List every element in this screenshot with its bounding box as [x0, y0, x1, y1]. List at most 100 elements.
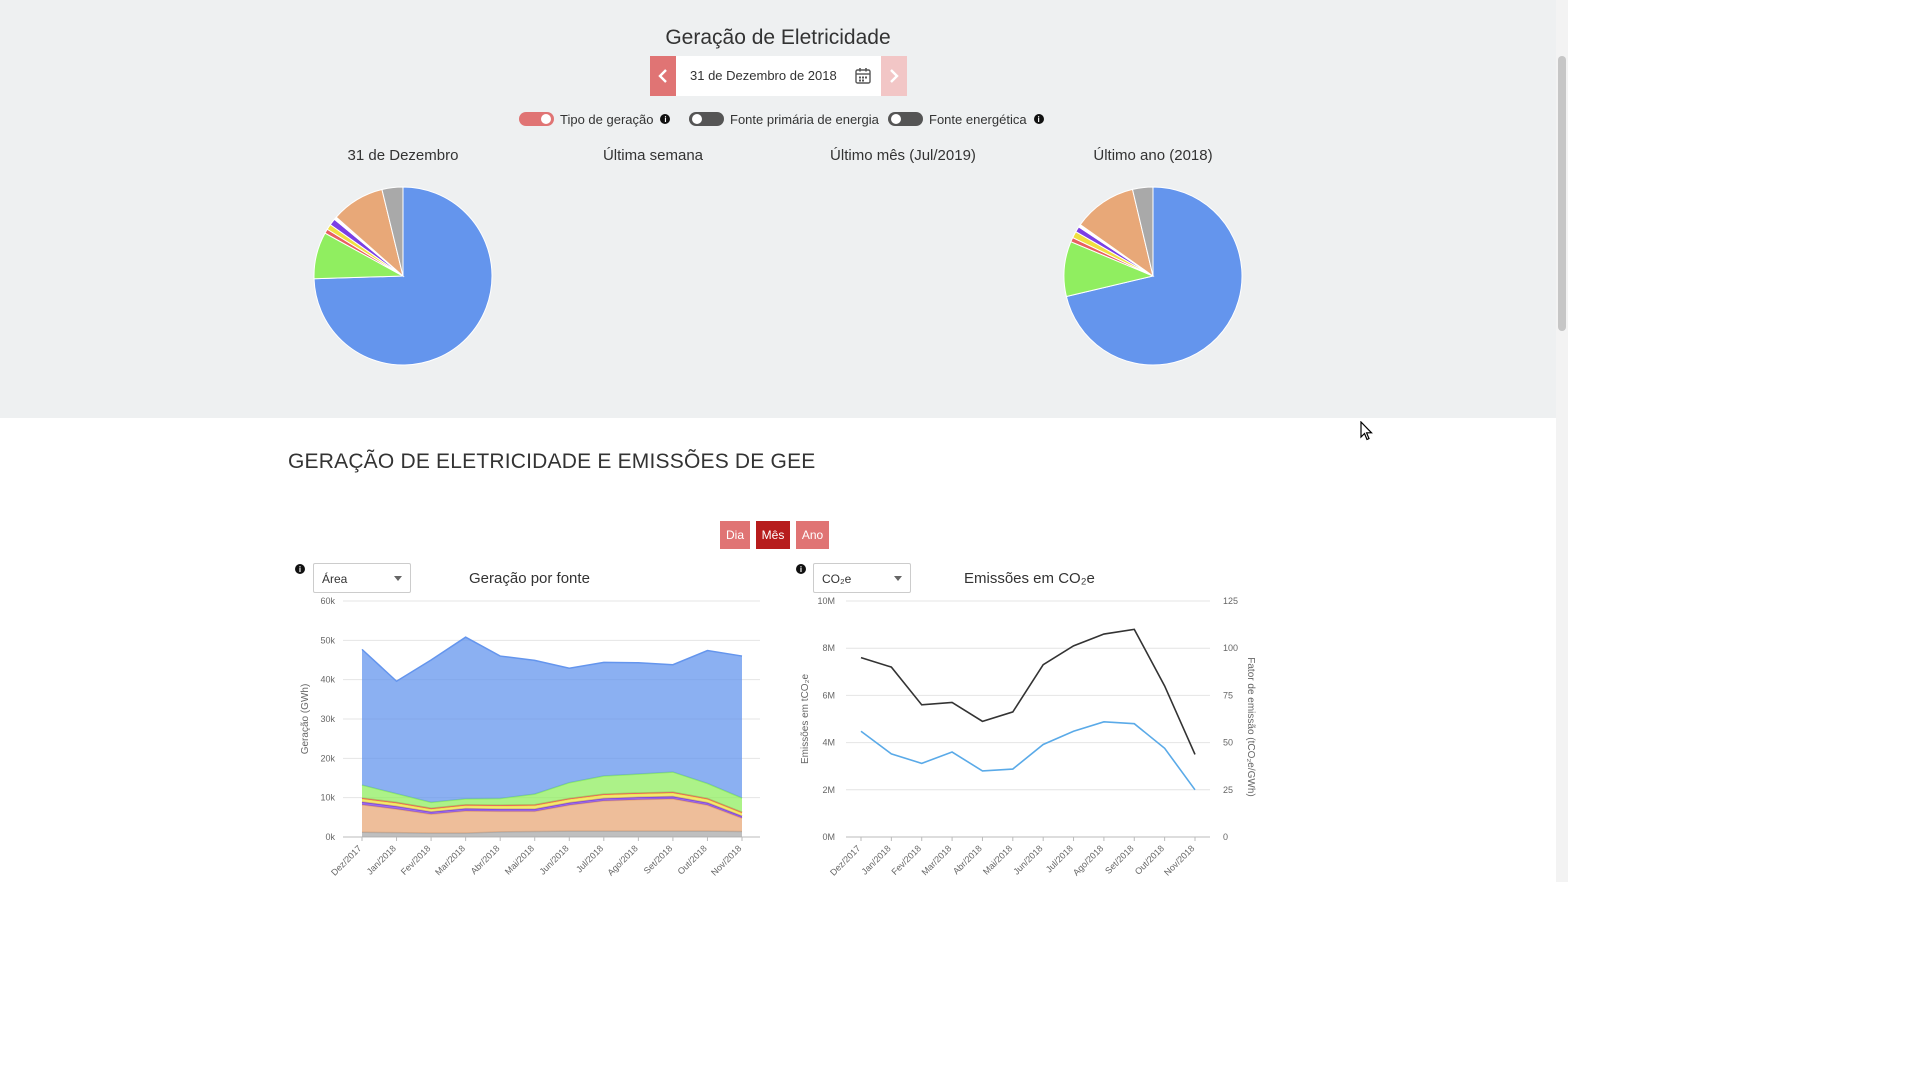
- pie-chart-day: [313, 186, 493, 366]
- y-tick-label: 0k: [325, 832, 335, 842]
- y-tick-label: 50k: [320, 635, 335, 645]
- y2-tick-label: 100: [1223, 643, 1238, 653]
- x-tick-label: Abr/2018: [951, 843, 984, 876]
- previous-date-button[interactable]: [650, 56, 676, 96]
- toggle-energy-source[interactable]: Fonte energética i: [888, 110, 1044, 128]
- emissions-line: [860, 628, 1196, 755]
- x-tick-label: Out/2018: [1133, 843, 1166, 876]
- x-tick-label: Fev/2018: [890, 843, 924, 877]
- area-series: [362, 792, 742, 817]
- y-tick-label: 8M: [822, 643, 835, 653]
- x-tick-label: Jun/2018: [537, 843, 570, 876]
- period-year-button[interactable]: Ano: [796, 521, 829, 549]
- toggle-label: Tipo de geração: [560, 111, 654, 127]
- emissions-chart-title: Emissões em CO₂e: [964, 570, 1095, 587]
- x-tick-label: Dez/2017: [828, 843, 862, 877]
- x-tick-label: Jul/2018: [574, 843, 605, 874]
- select-value: Área: [322, 572, 348, 586]
- emissions-line-chart: 0M 2M 4M 6M 8M 10M 0 25 50 75 100 125 Emissões em tC…: [800, 596, 1256, 878]
- toggle-label: Fonte energética: [929, 111, 1027, 127]
- summary-panel: Geração de Eletricidade 31 de Dezembro d…: [0, 0, 1556, 418]
- pie-title-week: Última semana: [602, 147, 704, 164]
- toggle-generation-type[interactable]: Tipo de geração i: [519, 110, 671, 128]
- pie-slice: [381, 186, 404, 277]
- pie-title-day: 31 de Dezembro: [347, 147, 459, 164]
- scrollbar-thumb[interactable]: [1558, 56, 1566, 331]
- date-label[interactable]: 31 de Dezembro de 2018: [690, 68, 837, 83]
- calendar-icon[interactable]: [855, 67, 871, 84]
- chevron-left-icon: [658, 69, 667, 83]
- generation-chart-title: Geração por fonte: [469, 570, 590, 587]
- info-icon[interactable]: i: [660, 114, 671, 124]
- y-tick-label: 60k: [320, 596, 335, 606]
- x-tick-label: Jun/2018: [1011, 843, 1044, 876]
- emission-factor-line: [860, 721, 1196, 791]
- area-series: [362, 637, 742, 803]
- caret-down-icon: [894, 576, 902, 581]
- y2-axis-label: Fator de emissão (tCO₂e/GWh): [1245, 657, 1256, 796]
- pie-slice: [1079, 188, 1154, 278]
- x-tick-label: Mai/2018: [503, 843, 536, 876]
- y-axis-label: Emissões em tCO₂e: [800, 674, 811, 764]
- pie-title-month: Último mês (Jul/2019): [830, 147, 976, 164]
- period-day-button[interactable]: Dia: [720, 521, 750, 549]
- toggle-switch[interactable]: [888, 112, 923, 126]
- x-tick-label: Abr/2018: [469, 843, 502, 876]
- mouse-cursor-icon: [1360, 421, 1373, 441]
- x-tick-label: Nov/2018: [1162, 843, 1196, 877]
- toggle-switch[interactable]: [519, 112, 554, 126]
- area-series: [362, 772, 742, 813]
- info-icon[interactable]: i: [1033, 114, 1044, 124]
- date-picker: 31 de Dezembro de 2018: [650, 56, 907, 96]
- x-tick-label: Mai/2018: [981, 843, 1014, 876]
- area-series: [362, 798, 742, 834]
- pie-slice: [1131, 186, 1154, 277]
- info-icon[interactable]: i: [796, 564, 806, 574]
- y2-tick-label: 0: [1223, 832, 1228, 842]
- x-tick-label: Out/2018: [676, 843, 709, 876]
- pie-chart-year: [1063, 186, 1243, 366]
- y-tick-label: 40k: [320, 675, 335, 685]
- generation-area-chart: 0k 10k 20k 30k 40k 50k 60k Geração (GWh) Dez/201…: [300, 596, 760, 878]
- y-tick-label: 0M: [822, 832, 835, 842]
- info-icon[interactable]: i: [295, 564, 305, 574]
- y-tick-label: 10M: [817, 596, 835, 606]
- x-tick-label: Set/2018: [1103, 843, 1136, 876]
- pie-title-year: Último ano (2018): [1093, 147, 1213, 164]
- y2-tick-label: 75: [1223, 690, 1233, 700]
- chevron-right-icon: [890, 69, 899, 83]
- y-tick-label: 10k: [320, 793, 335, 803]
- y-tick-label: 4M: [822, 738, 835, 748]
- x-tick-label: Ago/2018: [605, 843, 639, 877]
- toggle-switch[interactable]: [689, 112, 724, 126]
- y-tick-label: 20k: [320, 753, 335, 763]
- toggle-label: Fonte primária de energia: [730, 111, 879, 127]
- x-tick-label: Jan/2018: [365, 843, 398, 876]
- area-series: [362, 831, 742, 837]
- x-tick-label: Dez/2017: [329, 843, 363, 877]
- y-tick-label: 30k: [320, 714, 335, 724]
- period-month-button[interactable]: Mês: [756, 521, 790, 549]
- select-value: CO₂e: [822, 572, 852, 586]
- x-tick-label: Mar/2018: [433, 843, 467, 877]
- y2-tick-label: 125: [1223, 596, 1238, 606]
- scrollbar[interactable]: [1556, 0, 1568, 882]
- y2-tick-label: 25: [1223, 785, 1233, 795]
- gas-select[interactable]: CO₂e: [813, 563, 911, 593]
- y-axis-label: Geração (GWh): [300, 684, 311, 755]
- y-tick-label: 2M: [822, 785, 835, 795]
- x-tick-label: Nov/2018: [709, 843, 743, 877]
- x-tick-label: Set/2018: [642, 843, 675, 876]
- area-series: [362, 796, 742, 819]
- x-tick-label: Fev/2018: [399, 843, 433, 877]
- caret-down-icon: [394, 576, 402, 581]
- view-toggles: Tipo de geração i Fonte primária de ener…: [0, 110, 1556, 128]
- section-title: GERAÇÃO DE ELETRICIDADE E EMISSÕES DE GE…: [288, 450, 816, 473]
- chart-type-select[interactable]: Área: [313, 563, 411, 593]
- x-tick-label: Jan/2018: [860, 843, 893, 876]
- area-series-line: [361, 636, 743, 683]
- page-title: Geração de Eletricidade: [665, 26, 891, 49]
- next-date-button[interactable]: [881, 56, 907, 96]
- toggle-primary-energy-source[interactable]: Fonte primária de energia: [689, 110, 879, 128]
- y-tick-label: 6M: [822, 690, 835, 700]
